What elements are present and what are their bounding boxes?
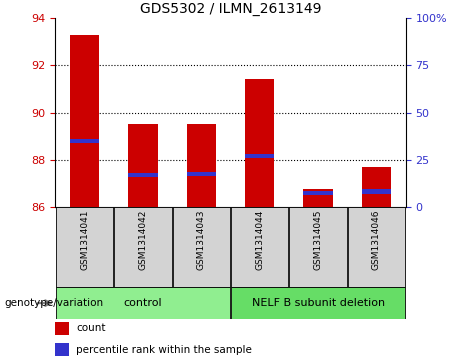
Bar	[187, 125, 216, 207]
Text: GSM1314042: GSM1314042	[138, 209, 148, 270]
Text: control: control	[124, 298, 162, 308]
Bar	[362, 167, 391, 207]
Text: GSM1314046: GSM1314046	[372, 209, 381, 270]
Bar	[173, 207, 230, 287]
Bar	[70, 139, 99, 143]
Title: GDS5302 / ILMN_2613149: GDS5302 / ILMN_2613149	[140, 2, 321, 16]
Bar	[56, 207, 113, 287]
Bar	[55, 322, 69, 335]
Bar	[231, 287, 405, 319]
Bar	[128, 173, 158, 177]
Text: NELF B subunit deletion: NELF B subunit deletion	[252, 298, 384, 308]
Text: GSM1314044: GSM1314044	[255, 209, 264, 270]
Text: count: count	[77, 323, 106, 333]
Bar	[70, 35, 99, 207]
Bar	[362, 189, 391, 194]
Bar	[56, 287, 230, 319]
Text: GSM1314045: GSM1314045	[313, 209, 323, 270]
Bar	[303, 191, 333, 195]
Bar	[55, 343, 69, 356]
Bar	[245, 154, 274, 158]
Bar	[114, 207, 171, 287]
Bar	[231, 207, 288, 287]
Bar	[187, 172, 216, 176]
Text: GSM1314043: GSM1314043	[197, 209, 206, 270]
Text: genotype/variation: genotype/variation	[5, 298, 104, 308]
Bar	[290, 207, 347, 287]
Bar	[348, 207, 405, 287]
Bar	[128, 125, 158, 207]
Bar	[245, 79, 274, 207]
Text: percentile rank within the sample: percentile rank within the sample	[77, 345, 252, 355]
Bar	[303, 189, 333, 207]
Text: GSM1314041: GSM1314041	[80, 209, 89, 270]
